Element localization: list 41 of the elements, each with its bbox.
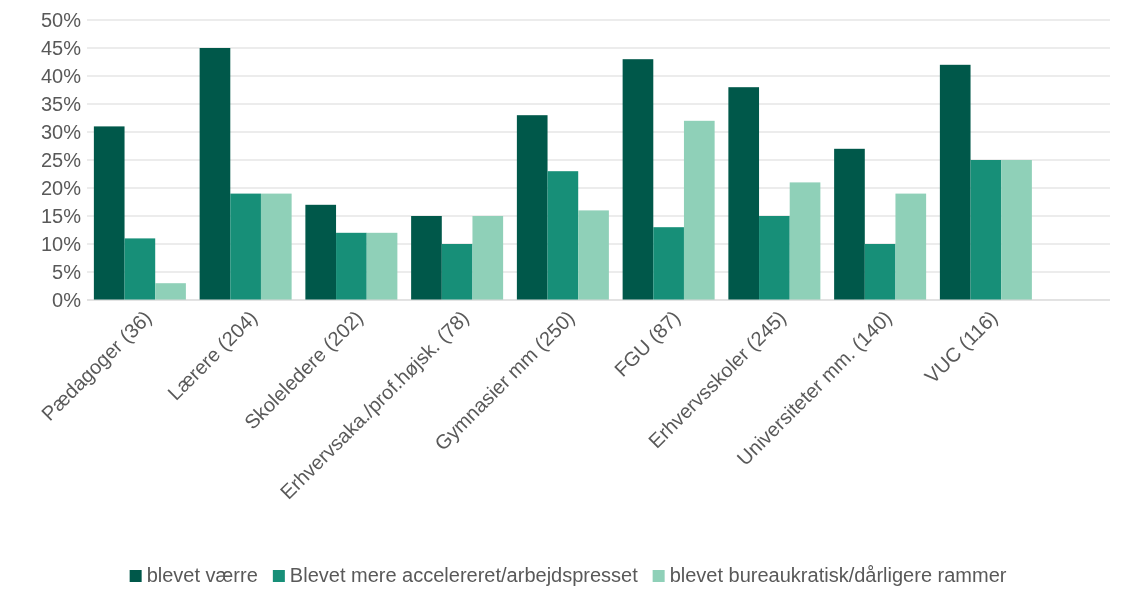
bar bbox=[970, 160, 1002, 300]
y-tick-label: 10% bbox=[40, 233, 82, 255]
bar bbox=[622, 59, 654, 300]
y-tick-label: 40% bbox=[40, 65, 82, 87]
y-tick-label: 0% bbox=[52, 289, 82, 311]
bar bbox=[547, 171, 579, 300]
bar bbox=[834, 148, 865, 300]
y-tick-label: 25% bbox=[40, 149, 82, 171]
bar bbox=[895, 193, 927, 300]
bar bbox=[93, 126, 125, 300]
bar bbox=[366, 232, 398, 300]
bar bbox=[939, 64, 971, 300]
y-tick-label: 45% bbox=[40, 37, 82, 59]
bar bbox=[472, 216, 504, 300]
bar bbox=[260, 193, 292, 300]
y-tick-label: 15% bbox=[40, 205, 82, 227]
bar bbox=[864, 244, 896, 300]
bar bbox=[516, 115, 548, 300]
bar bbox=[441, 244, 473, 300]
y-tick-label: 20% bbox=[40, 177, 82, 199]
legend-label: blevet værre bbox=[146, 564, 258, 586]
bar bbox=[124, 238, 156, 300]
bar bbox=[336, 232, 367, 300]
bar bbox=[578, 210, 609, 300]
bar bbox=[155, 283, 186, 300]
bar bbox=[411, 216, 442, 300]
legend-label: Blevet mere accelereret/arbejdspresset bbox=[289, 564, 639, 586]
bar bbox=[683, 120, 715, 300]
bar bbox=[759, 216, 790, 300]
bar bbox=[199, 48, 231, 300]
bar bbox=[305, 204, 337, 300]
bar bbox=[728, 87, 760, 300]
bar bbox=[653, 227, 684, 300]
y-tick-label: 50% bbox=[40, 9, 82, 31]
bar bbox=[1001, 160, 1032, 300]
bar bbox=[789, 182, 821, 300]
legend-label: blevet bureaukratisk/dårligere rammer bbox=[669, 564, 1007, 586]
y-tick-label: 30% bbox=[40, 121, 82, 143]
y-tick-label: 35% bbox=[40, 93, 82, 115]
y-tick-label: 5% bbox=[52, 261, 82, 283]
bar bbox=[230, 193, 261, 300]
